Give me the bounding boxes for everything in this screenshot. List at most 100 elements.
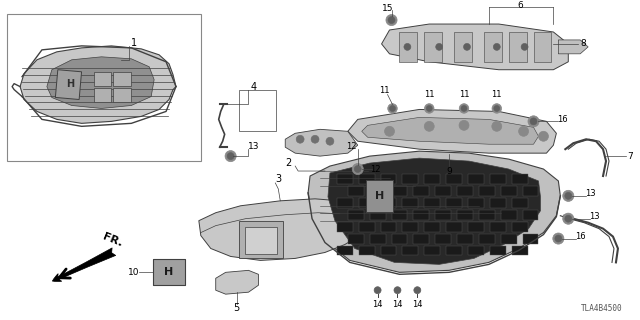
- Circle shape: [414, 287, 421, 294]
- Circle shape: [355, 165, 361, 172]
- Circle shape: [494, 106, 500, 111]
- Text: 13: 13: [248, 142, 259, 151]
- Circle shape: [326, 137, 334, 145]
- Bar: [365, 180, 394, 212]
- Bar: [479, 186, 495, 196]
- Bar: [359, 245, 374, 255]
- Bar: [413, 234, 429, 244]
- Text: 5: 5: [234, 303, 240, 313]
- Circle shape: [352, 164, 364, 175]
- Text: 9: 9: [446, 166, 452, 176]
- Bar: [435, 210, 451, 220]
- Circle shape: [436, 44, 443, 50]
- Bar: [337, 222, 353, 232]
- Bar: [454, 32, 472, 62]
- Bar: [370, 186, 385, 196]
- Bar: [446, 222, 462, 232]
- Bar: [484, 32, 502, 62]
- Bar: [239, 90, 276, 131]
- Bar: [446, 174, 462, 184]
- Bar: [424, 245, 440, 255]
- Bar: [403, 222, 419, 232]
- Bar: [468, 174, 484, 184]
- Circle shape: [296, 135, 304, 143]
- Circle shape: [565, 215, 572, 222]
- Text: H: H: [375, 191, 384, 201]
- Bar: [534, 32, 552, 62]
- Circle shape: [311, 135, 319, 143]
- Text: 14: 14: [412, 300, 422, 308]
- Bar: [490, 174, 506, 184]
- Text: 14: 14: [392, 300, 403, 308]
- Bar: [370, 210, 385, 220]
- Bar: [468, 245, 484, 255]
- Text: 10: 10: [127, 268, 139, 277]
- Bar: [479, 210, 495, 220]
- Bar: [509, 32, 527, 62]
- Circle shape: [459, 120, 469, 130]
- Bar: [500, 210, 516, 220]
- Text: 11: 11: [459, 90, 469, 99]
- Polygon shape: [381, 24, 568, 70]
- Bar: [113, 88, 131, 101]
- Polygon shape: [199, 199, 355, 260]
- Bar: [56, 70, 81, 100]
- Text: 14: 14: [372, 300, 383, 308]
- Circle shape: [538, 131, 548, 141]
- Bar: [468, 222, 484, 232]
- Bar: [424, 198, 440, 208]
- Bar: [523, 186, 538, 196]
- Circle shape: [563, 213, 574, 224]
- Text: 11: 11: [424, 90, 435, 99]
- Polygon shape: [348, 109, 556, 153]
- Bar: [424, 32, 442, 62]
- Circle shape: [374, 287, 381, 294]
- Circle shape: [518, 126, 529, 136]
- Text: 13: 13: [589, 212, 600, 221]
- Bar: [523, 234, 538, 244]
- Bar: [93, 88, 111, 101]
- Bar: [435, 234, 451, 244]
- Bar: [337, 245, 353, 255]
- Circle shape: [460, 104, 468, 113]
- Circle shape: [563, 190, 574, 201]
- Bar: [7, 14, 201, 161]
- Text: 16: 16: [557, 115, 568, 124]
- Bar: [457, 186, 473, 196]
- Bar: [153, 260, 185, 285]
- Bar: [435, 186, 451, 196]
- Text: 8: 8: [580, 39, 586, 48]
- Text: 4: 4: [250, 82, 257, 92]
- Circle shape: [225, 151, 236, 162]
- Bar: [348, 234, 364, 244]
- Circle shape: [492, 104, 502, 113]
- Circle shape: [530, 118, 537, 125]
- Circle shape: [404, 44, 411, 50]
- Text: 12: 12: [371, 164, 381, 173]
- Bar: [403, 174, 419, 184]
- Bar: [511, 174, 527, 184]
- Bar: [500, 186, 516, 196]
- Polygon shape: [20, 46, 176, 123]
- Circle shape: [565, 192, 572, 199]
- Bar: [113, 72, 131, 86]
- Polygon shape: [558, 40, 588, 54]
- Text: 15: 15: [382, 4, 394, 13]
- Text: 11: 11: [380, 86, 390, 95]
- Circle shape: [528, 116, 539, 127]
- Bar: [359, 198, 374, 208]
- Text: 13: 13: [585, 189, 595, 198]
- Text: 3: 3: [275, 174, 282, 184]
- Circle shape: [385, 126, 394, 136]
- Bar: [403, 245, 419, 255]
- Bar: [392, 234, 408, 244]
- Bar: [511, 222, 527, 232]
- Circle shape: [394, 287, 401, 294]
- Text: FR.: FR.: [102, 232, 124, 249]
- Text: 1: 1: [131, 38, 138, 48]
- Bar: [490, 198, 506, 208]
- Bar: [348, 186, 364, 196]
- Circle shape: [461, 106, 467, 111]
- Bar: [424, 174, 440, 184]
- Polygon shape: [216, 270, 259, 294]
